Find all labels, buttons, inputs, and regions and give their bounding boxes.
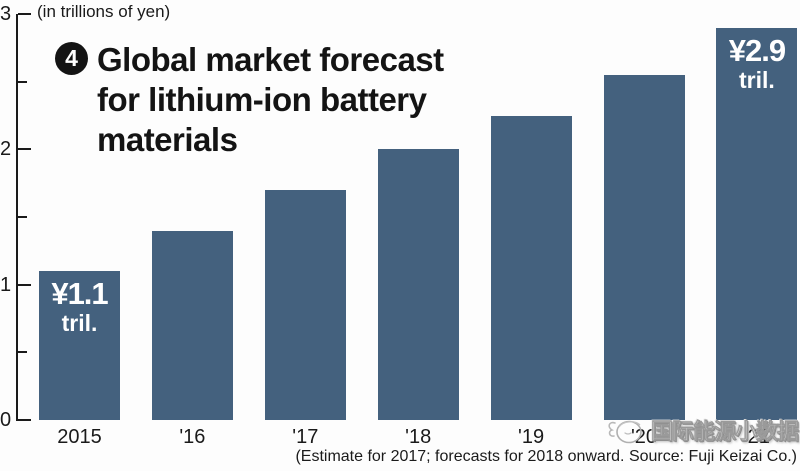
y-axis-units-label: (in trillions of yen) [37, 2, 171, 21]
bar-21: ¥2.9 tril. [716, 27, 798, 420]
x-axis-label: '16 [179, 426, 206, 448]
bar-20 [603, 74, 685, 420]
x-axis-label: '20 [630, 426, 658, 448]
watermark: 国际能源小数据 [605, 411, 800, 449]
chart-title-block: 4 Global market forecast for lithium-ion… [55, 40, 444, 160]
bar-value-label: ¥1.1 tril. [39, 276, 120, 337]
x-axis-label: '19 [518, 426, 545, 448]
bar-value-unit: tril. [61, 310, 98, 337]
bar-19 [490, 115, 572, 420]
source-caption: (Estimate for 2017; forecasts for 2018 o… [295, 448, 797, 465]
bar-value-amount: ¥2.9 [728, 32, 786, 68]
bar-value-unit: tril. [739, 66, 775, 93]
bar-value-amount: ¥1.1 [51, 276, 108, 312]
y-tick-label: 2 [0, 138, 12, 161]
y-tick-minor [18, 80, 27, 83]
x-axis-label: '21 [743, 426, 770, 448]
bar-17 [264, 189, 346, 420]
x-axis-label: 2015 [57, 426, 102, 448]
bar-value-label: ¥2.9 tril. [716, 32, 797, 93]
bar-16 [151, 230, 233, 420]
y-tick-label: 3 [0, 3, 12, 25]
y-tick-major [18, 13, 31, 15]
y-tick-major [18, 283, 31, 286]
y-axis-line [16, 14, 18, 421]
doodle-moon-icon [608, 420, 642, 444]
y-tick-major [18, 419, 31, 421]
chart-title: Global market forecast for lithium-ion b… [97, 41, 444, 158]
x-axis-label: '18 [405, 426, 432, 448]
y-tick-label: 1 [0, 273, 12, 296]
y-tick-major [18, 148, 31, 151]
bar-2015: ¥1.1 tril. [39, 271, 120, 420]
y-tick-minor [18, 351, 27, 354]
watermark-text: 国际能源小数据 [650, 419, 800, 445]
number-badge-icon: 4 [55, 42, 88, 75]
bar-18 [377, 149, 459, 420]
y-tick-minor [18, 216, 27, 218]
x-axis-label: '17 [292, 426, 319, 448]
y-tick-label: 0 [0, 409, 12, 431]
